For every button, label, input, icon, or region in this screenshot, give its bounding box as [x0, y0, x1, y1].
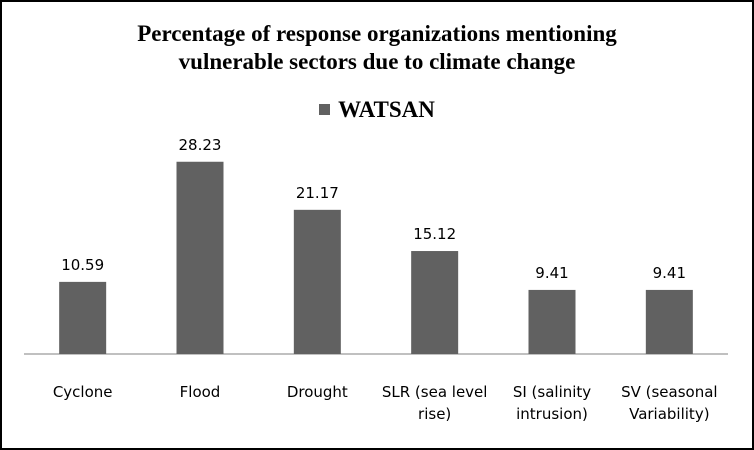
- bar: [176, 161, 224, 354]
- bar: [645, 289, 693, 354]
- data-label: 9.41: [535, 264, 568, 282]
- x-tick-label: Cyclone: [53, 383, 113, 401]
- x-tick-label: Drought: [287, 383, 348, 401]
- legend-swatch: [319, 104, 331, 116]
- legend: WATSAN: [2, 97, 752, 123]
- x-tick-label: Flood: [180, 383, 221, 401]
- data-label: 28.23: [179, 136, 222, 154]
- data-label: 9.41: [653, 264, 686, 282]
- x-tick-label: intrusion): [516, 405, 588, 423]
- x-tick-label: rise): [418, 405, 451, 423]
- data-label: 10.59: [61, 256, 104, 274]
- x-tick-label: SI (salinity: [513, 383, 591, 401]
- bar: [411, 251, 459, 354]
- x-tick-label: SV (seasonal: [621, 383, 718, 401]
- x-tick-label: Variability): [629, 405, 709, 423]
- legend-label: WATSAN: [338, 97, 435, 122]
- data-label: 15.12: [413, 225, 456, 243]
- bar: [528, 289, 576, 354]
- bar: [293, 209, 341, 354]
- x-tick-label: SLR (sea level: [382, 383, 488, 401]
- data-label: 21.17: [296, 184, 339, 202]
- bar: [59, 281, 107, 354]
- chart-title: Percentage of response organizations men…: [137, 21, 617, 74]
